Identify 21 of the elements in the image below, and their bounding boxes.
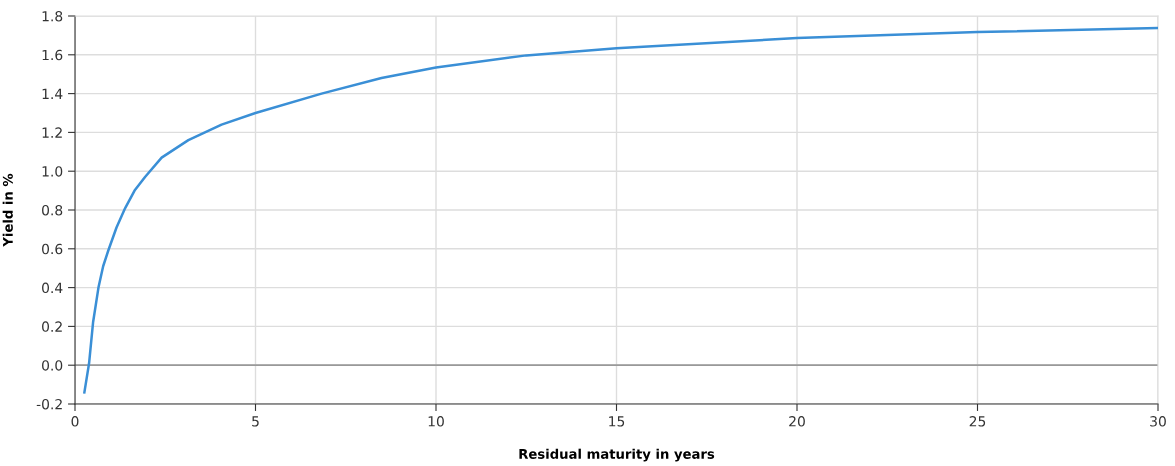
y-tick-label: 0.4 [42, 282, 63, 294]
y-tick-label: 0.6 [42, 243, 63, 255]
x-tick-label: 5 [252, 416, 259, 427]
x-tick-label: 0 [71, 416, 79, 427]
x-tick-label: 25 [969, 416, 986, 427]
line-series [83, 26, 1158, 394]
x-tick-label: 10 [428, 416, 444, 427]
x-tick-label: 30 [1150, 416, 1166, 427]
y-tick-label: -0.2 [36, 398, 62, 410]
y-tick-label: 0.2 [42, 321, 62, 332]
y-axis-title: Yield in % [2, 173, 13, 247]
y-tick-label: 1.0 [42, 166, 63, 177]
y-tick-label: 0.0 [42, 360, 63, 371]
x-tick-label: 20 [789, 416, 805, 427]
y-tick-label: 1.2 [42, 127, 62, 138]
y-tick-label: 0.8 [42, 204, 63, 216]
y-tick-label: 1.4 [42, 88, 63, 99]
y-tick-label: 1.8 [42, 10, 63, 22]
x-tick-label: 15 [609, 416, 625, 427]
x-axis-title: Residual maturity in years [519, 448, 715, 462]
y-tick-label: 1.6 [42, 49, 63, 61]
